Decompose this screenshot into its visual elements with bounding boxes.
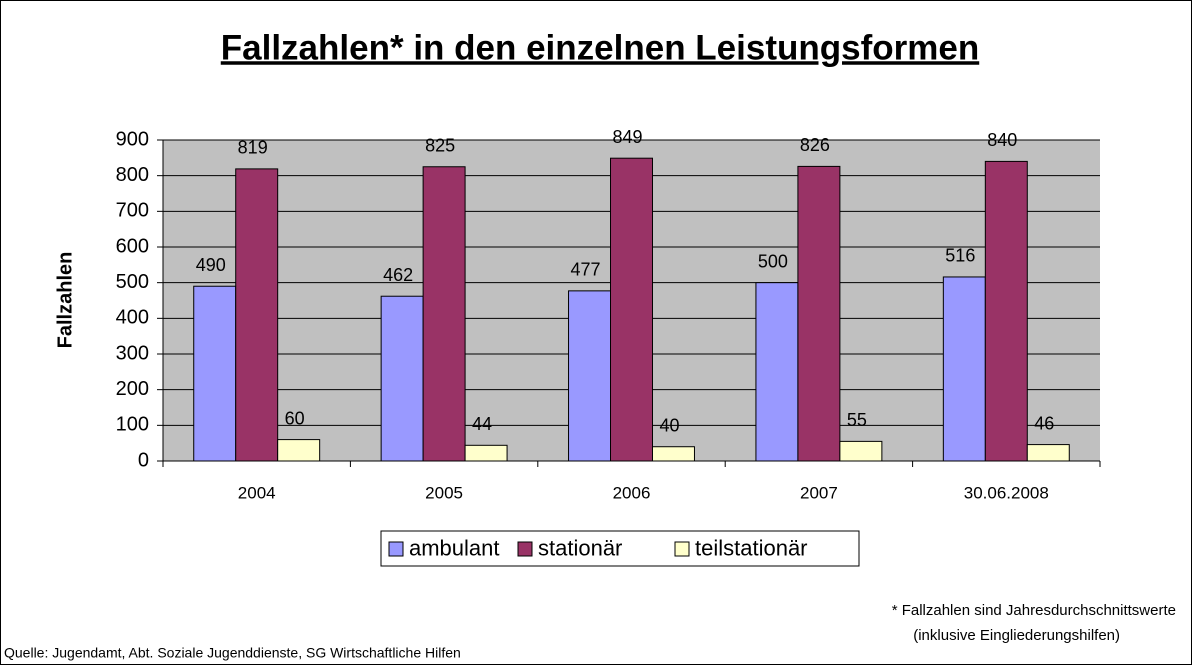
- bar: [277, 439, 321, 462]
- bar: [942, 276, 986, 462]
- data-label: 55: [847, 410, 867, 430]
- data-label: 462: [383, 265, 413, 285]
- footnote: * Fallzahlen sind Jahresdurchschnittswer…: [892, 602, 1176, 619]
- legend-swatch: [517, 541, 533, 557]
- bar: [568, 290, 612, 462]
- data-label: 500: [758, 251, 788, 271]
- bar: [464, 444, 508, 462]
- data-label: 840: [987, 130, 1017, 150]
- data-label: 516: [945, 246, 975, 266]
- source: Quelle: Jugendamt, Abt. Soziale Jugenddi…: [4, 645, 461, 661]
- bar: [755, 282, 799, 462]
- legend-label: stationär: [538, 535, 622, 560]
- bar: [651, 446, 695, 462]
- y-tick-label: 400: [116, 307, 149, 329]
- data-label: 825: [425, 136, 455, 156]
- y-tick-label: 800: [116, 164, 149, 186]
- data-label: 849: [612, 127, 642, 147]
- y-tick-label: 900: [116, 128, 149, 150]
- chart-title: Fallzahlen* in den einzelnen Leistungsfo…: [221, 28, 979, 67]
- data-label: 40: [659, 415, 679, 435]
- y-tick-label: 600: [116, 235, 149, 257]
- bar: [1026, 444, 1070, 462]
- x-tick-label: 2005: [425, 483, 463, 502]
- legend-label: ambulant: [409, 535, 500, 560]
- data-label: 826: [800, 135, 830, 155]
- y-tick-label: 500: [116, 271, 149, 293]
- data-label: 477: [570, 260, 600, 280]
- data-label: 46: [1034, 413, 1054, 433]
- y-tick-label: 300: [116, 342, 149, 364]
- bar: [839, 440, 883, 462]
- x-tick-label: 2006: [613, 483, 651, 502]
- bar: [610, 157, 653, 462]
- data-label: 819: [238, 138, 268, 158]
- x-tick-label: 2007: [800, 483, 838, 502]
- y-tick-label: 200: [116, 378, 149, 400]
- y-axis-label: Fallzahlen: [54, 252, 76, 349]
- legend-label: teilstationär: [695, 535, 808, 560]
- data-label: 44: [472, 414, 492, 434]
- bar: [984, 160, 1028, 462]
- y-tick-label: 0: [138, 449, 149, 471]
- bar: [235, 168, 279, 462]
- bar: [193, 285, 237, 462]
- footnote: (inklusive Eingliederungshilfen): [913, 627, 1120, 644]
- data-label: 60: [285, 408, 305, 428]
- x-tick-label: 30.06.2008: [964, 483, 1049, 502]
- bar: [797, 165, 841, 462]
- legend-box: [380, 530, 860, 567]
- legend-swatch: [388, 541, 404, 557]
- bar: [380, 295, 424, 462]
- y-tick-label: 700: [116, 200, 149, 222]
- x-tick-label: 2004: [238, 483, 276, 502]
- bar: [422, 166, 466, 462]
- data-label: 490: [196, 255, 226, 275]
- y-tick-label: 100: [116, 414, 149, 436]
- legend-swatch: [674, 541, 690, 557]
